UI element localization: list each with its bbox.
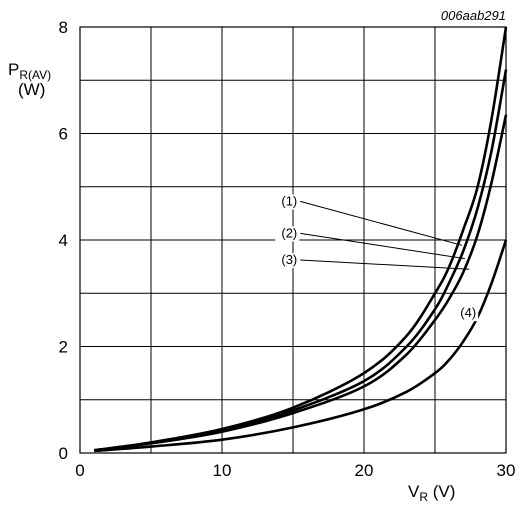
- x-axis-label: VR (V): [408, 482, 455, 504]
- x-tick-label: 30: [497, 461, 516, 480]
- series-line: [94, 114, 508, 452]
- annotation-label: (2): [281, 225, 297, 240]
- series-line: [94, 239, 508, 453]
- annotations: (1) (2) (3) (4): [275, 193, 479, 322]
- y-label-main: P: [8, 60, 19, 79]
- annotation-label: (3): [281, 252, 297, 267]
- annotation-bg: [275, 226, 300, 242]
- y-axis-label: PR(AV): [8, 60, 51, 82]
- x-tick-label: 0: [75, 461, 84, 480]
- x-tick-label: 10: [213, 461, 232, 480]
- x-label-main: V: [408, 482, 420, 501]
- x-label-sub: R: [419, 490, 428, 504]
- y-axis-unit: (W): [18, 80, 45, 99]
- y-label-sub: R(AV): [19, 68, 51, 82]
- series-line: [94, 69, 508, 452]
- y-tick-label: 8: [59, 18, 68, 37]
- leader-line: [300, 232, 465, 260]
- y-tick-label: 2: [59, 338, 68, 357]
- chart-code: 006aab291: [441, 8, 506, 23]
- annotation-bg: [275, 194, 300, 210]
- leader-line: [300, 200, 463, 246]
- annotation-label: (4): [460, 305, 476, 320]
- y-tick-label: 0: [59, 444, 68, 463]
- annotation-bg: [454, 306, 479, 322]
- y-tick-label: 4: [59, 231, 68, 250]
- leader-line: [300, 259, 470, 270]
- tick-labels: 0 10 20 30 0 2 4 6 8: [59, 18, 516, 480]
- series-line: [94, 26, 508, 452]
- y-tick-label: 6: [59, 125, 68, 144]
- x-tick-label: 20: [355, 461, 374, 480]
- curves: [94, 26, 508, 453]
- annotation-label: (1): [281, 193, 297, 208]
- annotation-bg: [275, 252, 300, 268]
- x-label-unit: (V): [428, 482, 455, 501]
